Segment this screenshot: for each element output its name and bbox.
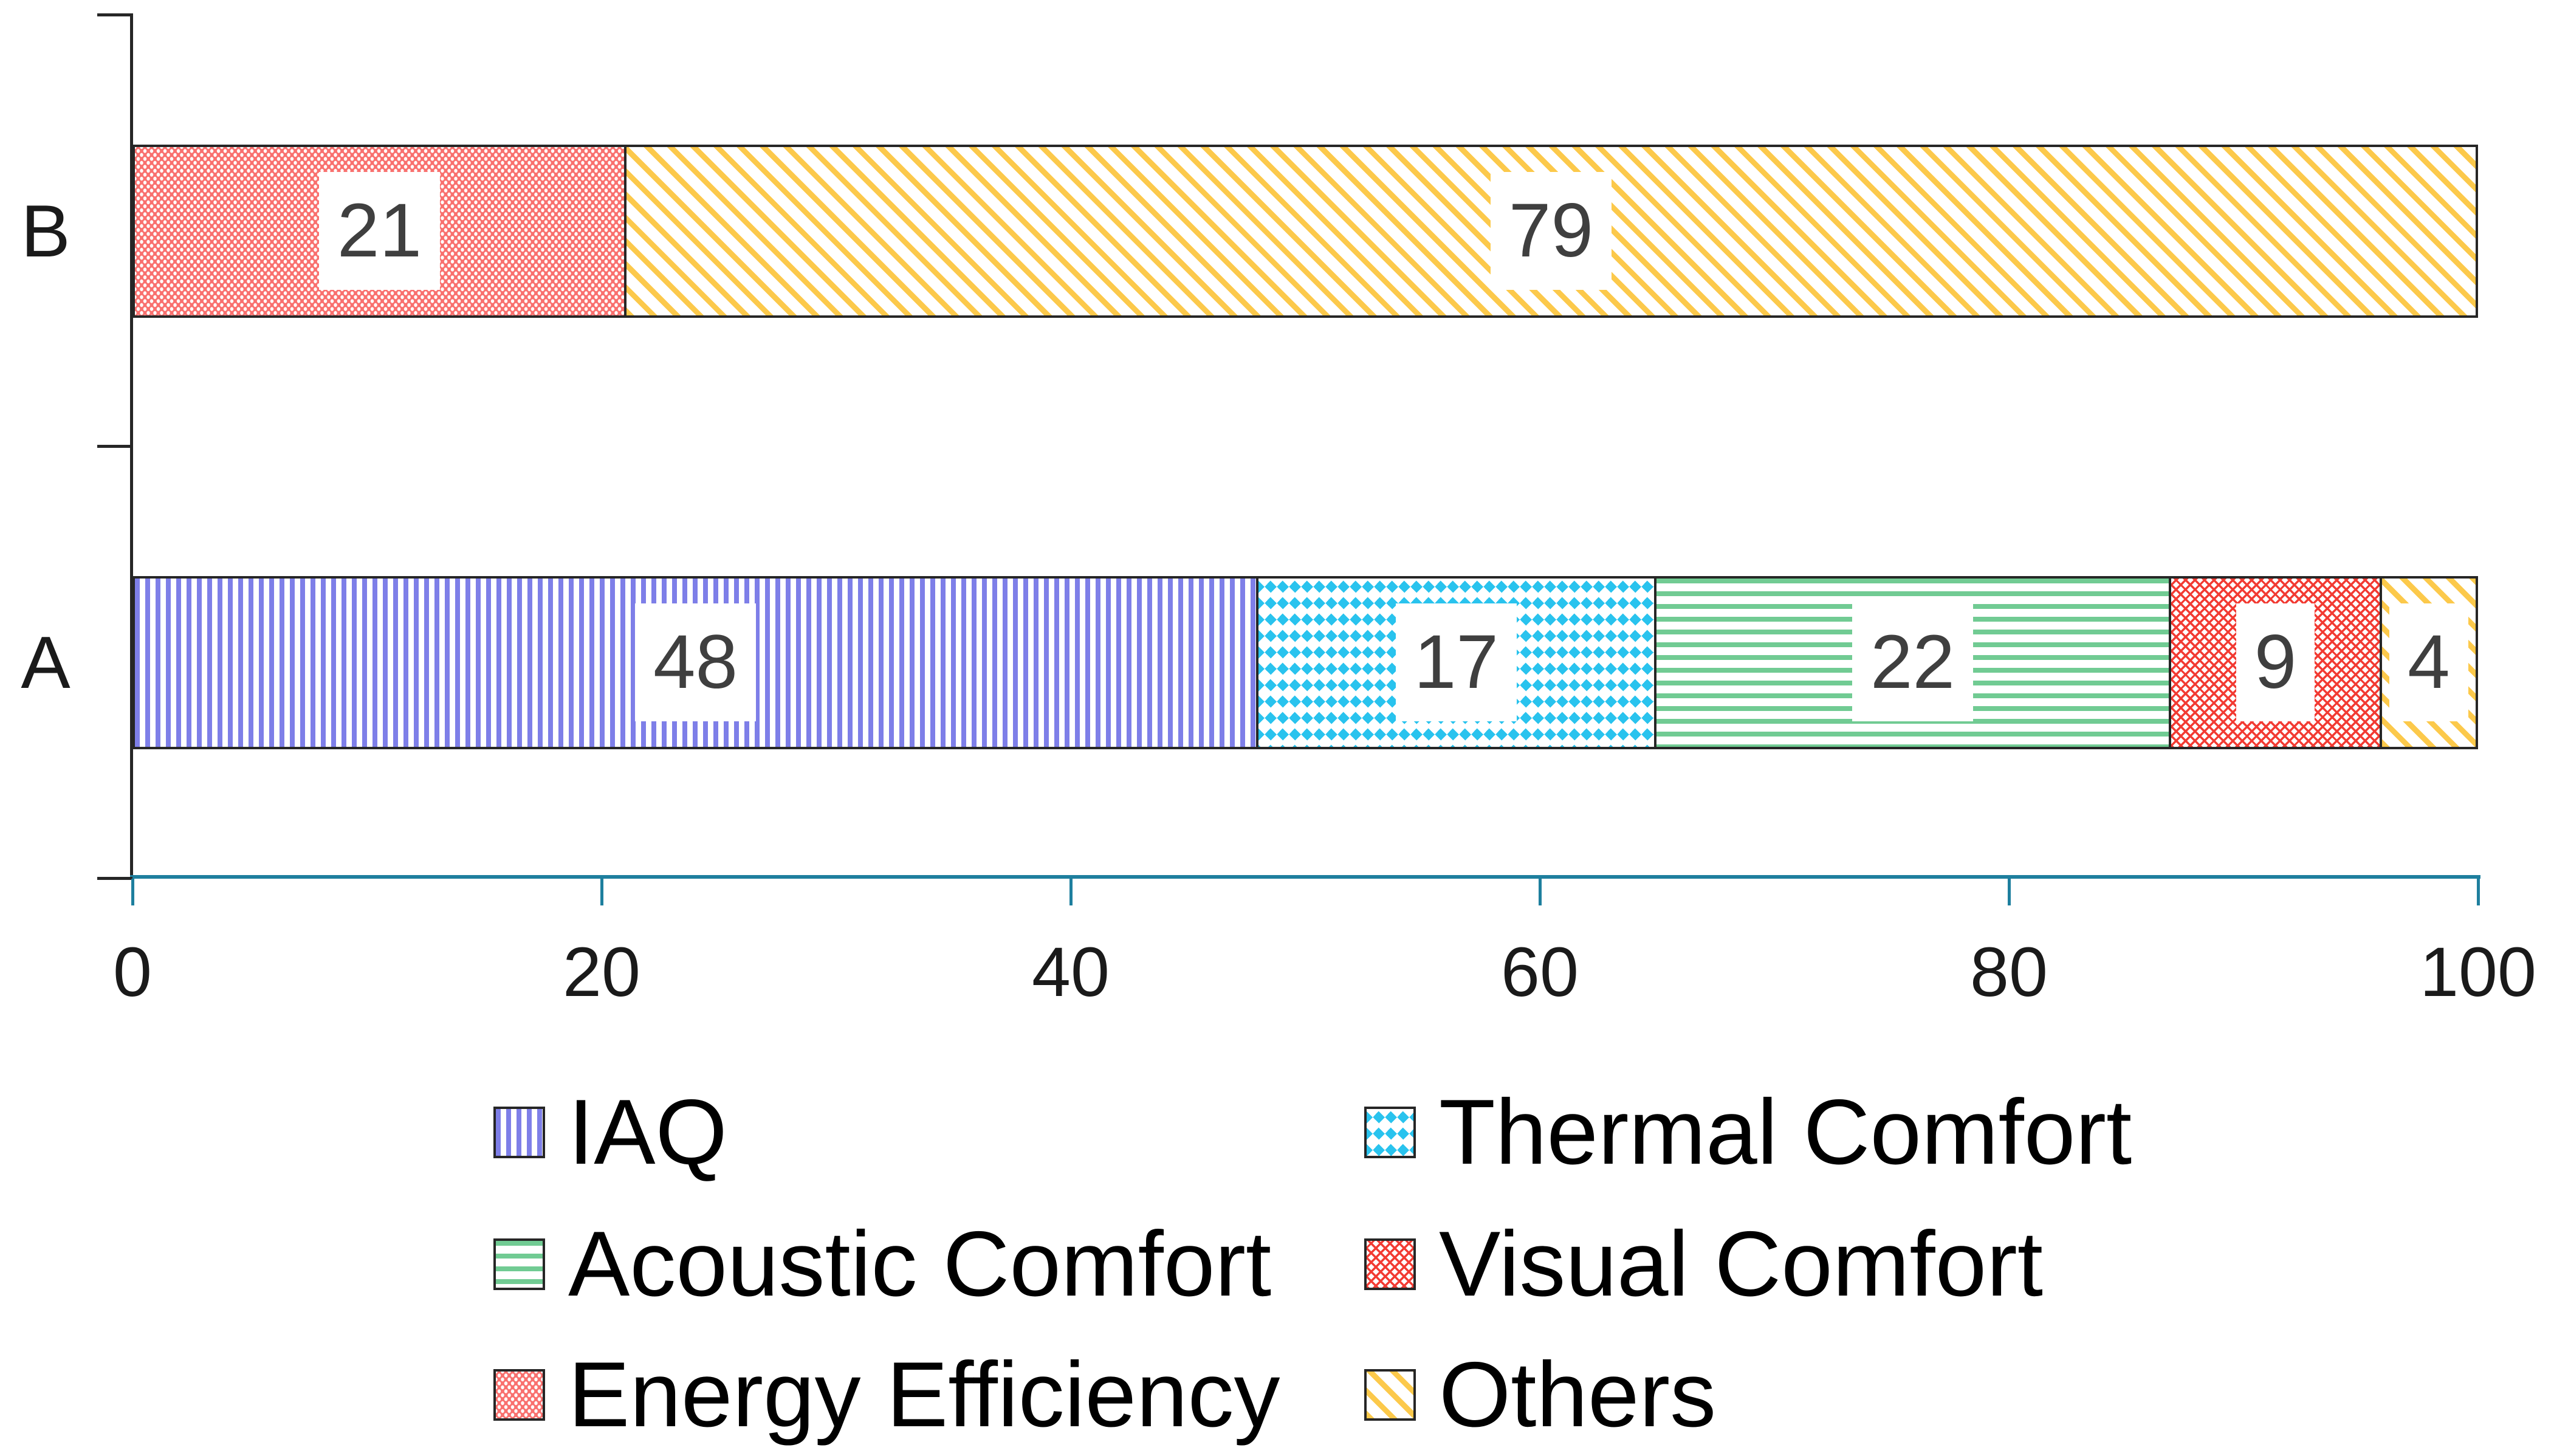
bar-segment-thermal: 17	[1258, 578, 1656, 747]
legend-item-thermal: Thermal Comfort	[1364, 1080, 2132, 1184]
y-axis-tick	[97, 877, 132, 880]
bar-segment-energy: 21	[135, 146, 626, 315]
segment-value-label: 48	[634, 603, 756, 721]
legend-swatch-acoustic-icon	[493, 1238, 545, 1290]
bar-segment-acoustic: 22	[1656, 578, 2172, 747]
x-axis-tick-label: 60	[1501, 933, 1579, 1011]
legend-label-others: Others	[1439, 1342, 1717, 1446]
segment-value-label: 21	[318, 172, 440, 290]
x-axis-tick	[1069, 879, 1073, 905]
legend-swatch-iaq-icon	[493, 1106, 545, 1158]
x-axis-tick	[2008, 879, 2011, 905]
segment-value-label: 4	[2389, 603, 2468, 721]
legend-item-others: Others	[1364, 1343, 1716, 1446]
y-axis-tick	[97, 13, 132, 16]
legend-label-visual: Visual Comfort	[1439, 1212, 2044, 1316]
segment-value-label: 17	[1395, 603, 1517, 721]
x-axis-tick-label: 80	[1970, 933, 2048, 1011]
bar-segment-others: 4	[2381, 578, 2476, 747]
x-axis-tick	[600, 879, 603, 905]
bar-segment-visual: 9	[2171, 578, 2382, 747]
x-axis-tick-label: 20	[563, 933, 640, 1011]
x-axis-tick-label: 0	[113, 933, 152, 1011]
segment-value-label: 79	[1490, 172, 1612, 290]
legend-item-iaq: IAQ	[493, 1080, 727, 1184]
bar-segment-others: 79	[626, 146, 2476, 315]
bar-A: 48 17 22 9 4	[132, 575, 2478, 749]
x-axis-tick	[131, 879, 134, 905]
x-axis-line	[130, 875, 2480, 879]
legend-item-visual: Visual Comfort	[1364, 1212, 2043, 1316]
y-axis-tick	[97, 445, 132, 448]
segment-value-label: 9	[2236, 603, 2315, 721]
legend-label-thermal: Thermal Comfort	[1439, 1080, 2132, 1184]
x-axis-tick-label: 40	[1032, 933, 1110, 1011]
x-axis-tick	[1539, 879, 1542, 905]
legend-label-acoustic: Acoustic Comfort	[568, 1212, 1272, 1316]
category-label-A: A	[21, 621, 70, 704]
legend-swatch-others-icon	[1364, 1368, 1416, 1421]
bar-segment-iaq: 48	[135, 578, 1258, 747]
legend-item-acoustic: Acoustic Comfort	[493, 1212, 1271, 1316]
legend-swatch-thermal-icon	[1364, 1106, 1416, 1158]
bar-B: 21 79	[132, 144, 2478, 318]
category-label-B: B	[21, 190, 70, 272]
x-axis-tick	[2477, 879, 2480, 905]
legend-swatch-energy-icon	[493, 1368, 545, 1421]
x-axis-tick-label: 100	[2420, 933, 2536, 1011]
legend-swatch-visual-icon	[1364, 1238, 1416, 1290]
legend-item-energy: Energy Efficiency	[493, 1343, 1280, 1446]
legend-label-iaq: IAQ	[568, 1080, 727, 1184]
segment-value-label: 22	[1852, 603, 1974, 721]
legend-label-energy: Energy Efficiency	[568, 1342, 1280, 1446]
